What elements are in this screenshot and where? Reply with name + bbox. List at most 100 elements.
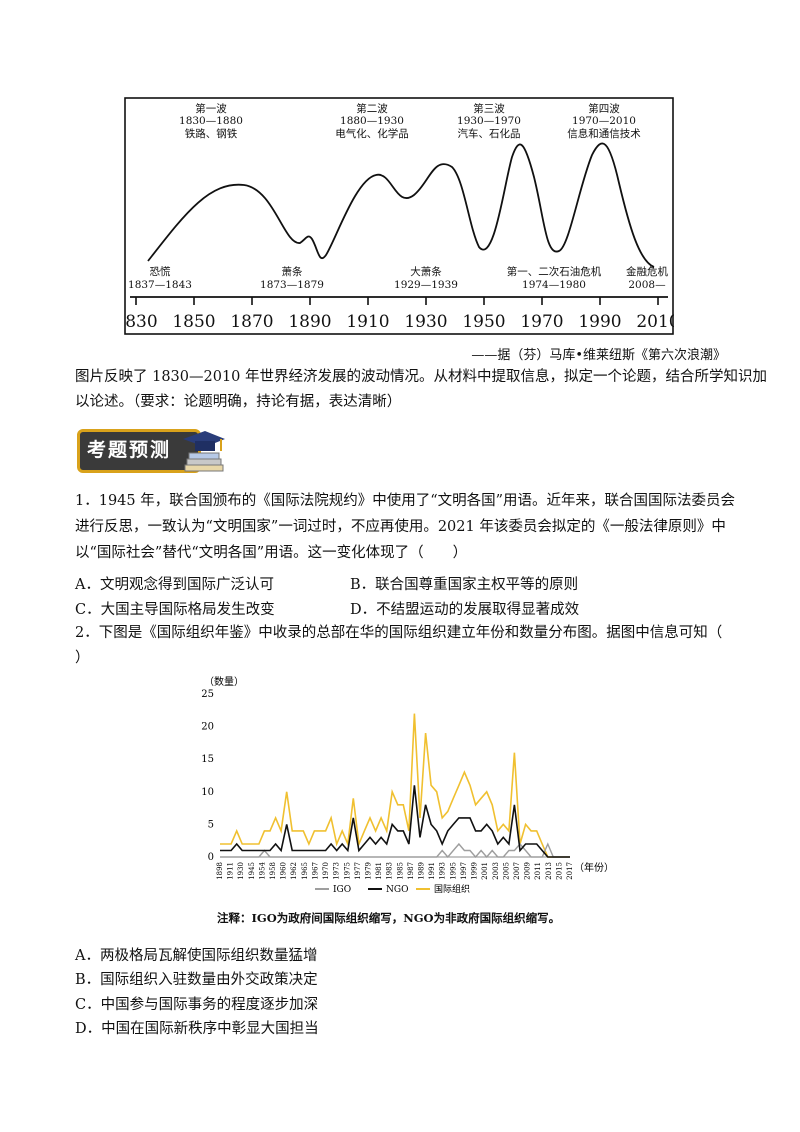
axis-year-label: 1990 <box>578 312 621 332</box>
q2-option-c[interactable]: C．中国参与国际事务的程度逐步加深 <box>75 997 319 1013</box>
x-tick-label: 1911 <box>227 862 235 880</box>
x-tick-label: 2003 <box>492 862 500 880</box>
wave-3-industry: 汽车、石化品 <box>458 127 521 140</box>
x-tick-label: 1960 <box>280 862 288 880</box>
question-intro-line-1: 图片反映了 1830—2010 年世界经济发展的波动情况。从材料中提取信息，拟定… <box>75 369 768 385</box>
graduation-cap-books-icon <box>183 431 225 472</box>
q1-option-d[interactable]: D．不结盟运动的发展取得显著成效 <box>350 602 580 618</box>
x-tick-label: 1954 <box>258 861 266 879</box>
crisis-5-years: 2008— <box>628 279 666 291</box>
chart-xlabel: （年份） <box>574 861 610 874</box>
exam-prediction-badge: 考题预测 <box>77 425 227 477</box>
x-tick-label: 1991 <box>428 862 436 880</box>
y-tick-label: 0 <box>208 852 214 863</box>
x-tick-label: 2017 <box>566 862 574 880</box>
wave-4-years: 1970—2010 <box>572 115 636 127</box>
wave-4-name: 第四波 <box>588 102 620 115</box>
x-tick-label: 1979 <box>364 862 372 880</box>
series-line-IGO <box>220 842 570 859</box>
series-line-国际组织 <box>220 713 570 858</box>
legend-label: 国际组织 <box>434 883 470 895</box>
crisis-1-name: 恐慌 <box>150 266 171 278</box>
crisis-5-name: 金融危机 <box>626 265 668 278</box>
legend-label: NGO <box>386 885 408 895</box>
x-tick-label: 1967 <box>311 862 319 880</box>
axis-year-label: 1970 <box>520 312 563 332</box>
q2-option-a[interactable]: A．两极格局瓦解使国际组织数量猛增 <box>75 948 318 964</box>
q1-stem-line-2: 进行反思，一致认为“文明国家”一词过时，不应再使用。2021 年该委员会拟定的《… <box>75 519 726 535</box>
x-tick-label: 2013 <box>545 862 553 880</box>
wave-2-name: 第二波 <box>356 102 388 115</box>
x-tick-label: 2005 <box>502 862 510 880</box>
economic-wave-curve <box>147 142 655 268</box>
q1-stem-line-1: 1．1945 年，联合国颁布的《国际法院规约》中使用了“文明各国”用语。近年来，… <box>75 493 736 509</box>
y-tick-label: 5 <box>208 819 214 830</box>
x-tick-label: 1958 <box>269 862 277 880</box>
x-tick-label: 1985 <box>396 862 404 880</box>
x-tick-label: 1981 <box>375 862 383 880</box>
crisis-3-name: 大萧条 <box>410 265 442 278</box>
x-tick-label: 1989 <box>418 862 426 880</box>
x-tick-label: 1970 <box>322 862 330 880</box>
wave-figure: 第一波 1830—1880 铁路、钢铁 第二波 1880—1930 电气化、化学… <box>124 97 674 335</box>
x-tick-label: 1999 <box>471 862 479 880</box>
x-tick-label: 2011 <box>534 862 542 880</box>
q2-stem-line-1: 2．下图是《国际组织年鉴》中收录的总部在华的国际组织建立年份和数量分布图。据图中… <box>75 625 723 641</box>
chart-ylabel: （数量） <box>204 675 244 688</box>
axis-year-label: 1890 <box>288 312 331 332</box>
axis-year-label: 1930 <box>404 312 447 332</box>
crisis-2-years: 1873—1879 <box>260 279 324 291</box>
figure-source: ——据（芬）马库•维莱纽斯《第六次浪潮》 <box>471 348 726 363</box>
x-tick-label: 1962 <box>290 862 298 880</box>
x-tick-label: 1997 <box>460 862 468 880</box>
y-tick-label: 15 <box>201 754 214 765</box>
badge-label: 考题预测 <box>87 439 172 461</box>
wave-3-years: 1930—1970 <box>457 115 521 127</box>
x-tick-label: 1983 <box>386 862 394 880</box>
question-intro-line-2: 以论述。（要求：论题明确，持论有据，表达清晰） <box>75 394 402 410</box>
x-tick-label: 2009 <box>524 862 532 880</box>
x-tick-label: 1975 <box>343 862 351 880</box>
q2-stem-line-2: ） <box>75 650 90 666</box>
wave-3-name: 第三波 <box>473 102 505 115</box>
q2-option-d[interactable]: D．中国在国际新秩序中彰显大国担当 <box>75 1021 319 1037</box>
q1-stem-line-3: 以“国际社会”替代“文明各国”用语。这一变化体现了（ ） <box>75 545 468 561</box>
wave-1-name: 第一波 <box>195 102 227 115</box>
wave-4-industry: 信息和通信技术 <box>567 127 641 140</box>
wave-1-industry: 铁路、钢铁 <box>185 127 238 140</box>
crisis-1-years: 1837—1843 <box>128 279 192 291</box>
x-tick-label: 2015 <box>555 862 563 880</box>
x-tick-label: 1930 <box>237 862 245 880</box>
q1-option-c[interactable]: C．大国主导国际格局发生改变 <box>75 602 275 618</box>
y-tick-label: 10 <box>201 787 214 798</box>
x-tick-label: 2007 <box>513 862 521 880</box>
axis-year-label: 1830 <box>124 312 158 332</box>
q2-chart-note: 注释：IGO为政府间国际组织缩写，NGO为非政府国际组织缩写。 <box>217 911 561 925</box>
q1-option-a[interactable]: A．文明观念得到国际广泛认可 <box>75 577 274 593</box>
series-line-NGO <box>220 785 570 858</box>
x-tick-label: 1995 <box>449 862 457 880</box>
wave-2-industry: 电气化、化学品 <box>335 127 409 140</box>
x-tick-label: 1987 <box>407 862 415 880</box>
legend-label: IGO <box>333 885 351 895</box>
x-tick-label: 1977 <box>354 862 362 880</box>
y-tick-label: 20 <box>201 722 214 733</box>
axis-year-label: 1870 <box>230 312 273 332</box>
q2-option-b[interactable]: B．国际组织入驻数量由外交政策决定 <box>75 972 318 988</box>
x-tick-label: 1973 <box>333 862 341 880</box>
crisis-3-years: 1929—1939 <box>394 279 458 291</box>
wave-2-years: 1880—1930 <box>340 115 404 127</box>
x-tick-label: 1993 <box>439 862 447 880</box>
axis-year-label: 1950 <box>462 312 505 332</box>
crisis-4-years: 1974—1980 <box>522 279 586 291</box>
axis-year-label: 2010 <box>636 312 674 332</box>
wave-1-years: 1830—1880 <box>179 115 243 127</box>
q1-option-b[interactable]: B．联合国尊重国家主权平等的原则 <box>350 577 579 593</box>
axis-year-label: 1850 <box>172 312 215 332</box>
crisis-2-name: 萧条 <box>282 265 303 278</box>
x-tick-label: 1965 <box>301 862 309 880</box>
x-tick-label: 1898 <box>216 862 224 880</box>
axis-year-label: 1910 <box>346 312 389 332</box>
x-tick-label: 1945 <box>248 862 256 880</box>
